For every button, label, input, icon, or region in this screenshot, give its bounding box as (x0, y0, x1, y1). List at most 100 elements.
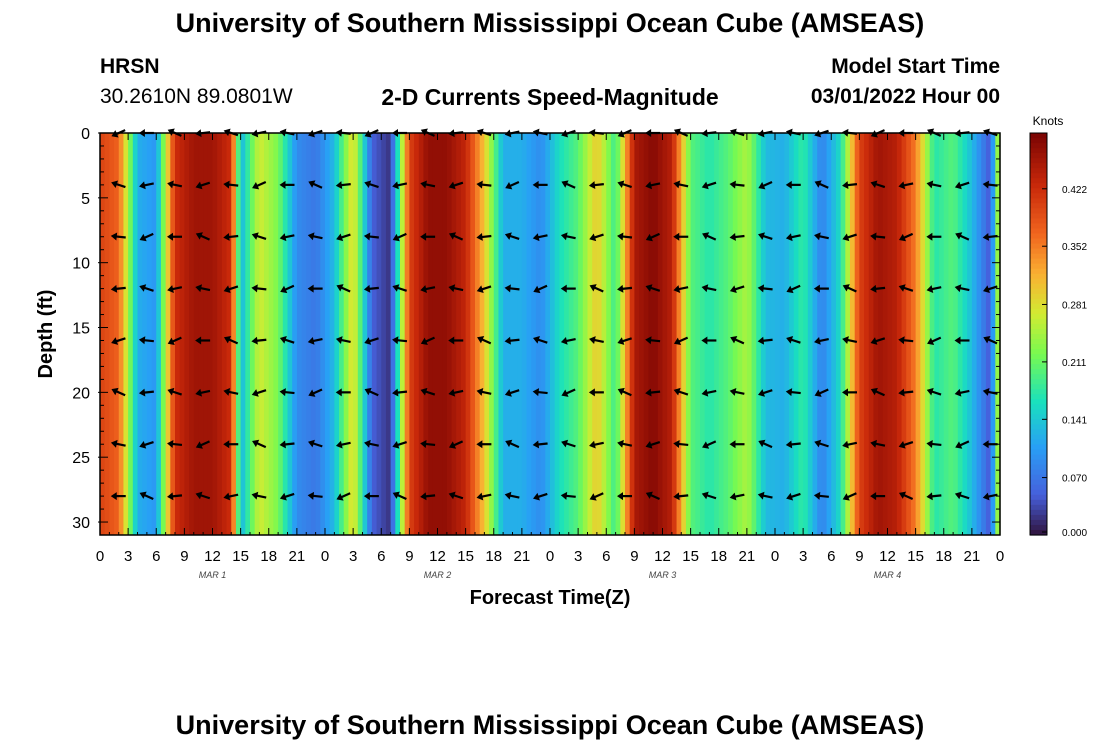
heat-cell (695, 133, 701, 535)
current-arrow (842, 388, 857, 397)
x-tick-label: 0 (321, 548, 329, 565)
current-arrow (392, 284, 407, 292)
heat-cell (165, 133, 171, 535)
axis-ticks (98, 132, 1001, 535)
heat-cell (282, 133, 289, 535)
current-arrow (308, 439, 323, 448)
current-arrow (223, 180, 239, 189)
current-arrow (195, 440, 210, 449)
current-arrow (279, 233, 295, 242)
colorbar-segment (1030, 519, 1047, 526)
heat-cell (995, 133, 1001, 535)
heat-cell (634, 133, 640, 535)
heat-cell (357, 133, 364, 535)
current-arrow (898, 336, 914, 345)
current-arrow (757, 284, 773, 293)
heat-cell (704, 133, 710, 535)
heat-cell (320, 133, 326, 535)
heat-cell (826, 133, 832, 535)
colorbar-segment (1030, 248, 1047, 255)
heat-cell (920, 133, 926, 535)
current-arrow (561, 439, 576, 448)
colorbar-segment (1030, 328, 1047, 335)
heat-cell (643, 133, 650, 535)
current-arrow (448, 284, 464, 293)
colorbar-segment (1030, 223, 1047, 230)
current-arrow (280, 284, 295, 294)
heat-cell (475, 133, 481, 535)
x-tick-label: 9 (855, 548, 863, 565)
current-arrow (813, 284, 829, 293)
colorbar-segment (1030, 213, 1047, 220)
x-tick-label: 18 (935, 548, 952, 565)
current-arrow (195, 491, 211, 500)
current-arrow (729, 285, 745, 294)
colorbar-segment (1030, 394, 1047, 400)
heat-cell (615, 133, 621, 535)
heat-cell (151, 133, 157, 535)
x-tick-label: 6 (602, 548, 610, 565)
current-arrow (673, 440, 689, 448)
colorbar-segment (1030, 243, 1047, 250)
current-arrow (335, 388, 351, 397)
heat-cell (545, 133, 551, 535)
heat-cell (104, 133, 110, 535)
colorbar-segment (1030, 469, 1047, 476)
colorbar-segment (1030, 454, 1047, 461)
colorbar-segment (1030, 504, 1047, 511)
heat-cell (671, 133, 678, 535)
current-arrow (532, 388, 548, 397)
current-arrow (673, 387, 689, 396)
heat-cell (789, 133, 795, 535)
current-arrow (955, 232, 970, 241)
heat-cell (334, 133, 340, 535)
colorbar-segment (1030, 349, 1047, 355)
heat-cell (170, 133, 176, 535)
current-arrow (167, 180, 183, 189)
heat-cell (456, 133, 462, 535)
current-arrow (336, 284, 351, 293)
current-arrow (701, 491, 717, 500)
colorbar-segment (1030, 203, 1047, 209)
x-tick-label: 18 (485, 548, 502, 565)
heat-cell (329, 133, 335, 535)
day-label: MAR 4 (874, 570, 902, 580)
colorbar-segment (1030, 163, 1047, 169)
heat-cell (606, 133, 612, 535)
heat-cell (793, 133, 800, 535)
x-tick-label: 12 (654, 548, 671, 565)
heat-cell (446, 133, 453, 535)
heat-cell (943, 133, 950, 535)
heat-cell (226, 133, 232, 535)
heat-cell (493, 133, 500, 535)
heat-cell (404, 133, 410, 535)
colorbar-segment (1030, 153, 1047, 159)
heat-cell (971, 133, 978, 535)
current-arrow (476, 388, 492, 396)
heat-cell (925, 133, 931, 535)
heat-cell (498, 133, 504, 535)
heat-cell (718, 133, 725, 535)
current-arrow (982, 232, 998, 241)
current-arrow (785, 440, 801, 449)
heat-cell (962, 133, 968, 535)
heat-cell (292, 133, 298, 535)
current-arrow (673, 492, 689, 501)
x-tick-label: 21 (514, 548, 531, 565)
chart-title: University of Southern Mississippi Ocean… (175, 8, 925, 38)
current-arrow (617, 337, 632, 345)
current-arrow (814, 232, 829, 241)
heat-cell (657, 133, 664, 535)
heat-cell (803, 133, 809, 535)
current-arrow (842, 181, 858, 190)
current-arrow (448, 336, 464, 345)
current-arrow (785, 388, 801, 397)
current-arrow (138, 388, 154, 397)
current-arrow (195, 232, 210, 241)
current-arrow (223, 285, 239, 294)
heat-cell (339, 133, 345, 535)
heat-cell (896, 133, 903, 535)
current-arrow (195, 181, 211, 190)
heat-cell (507, 133, 514, 535)
heat-cell (596, 133, 603, 535)
